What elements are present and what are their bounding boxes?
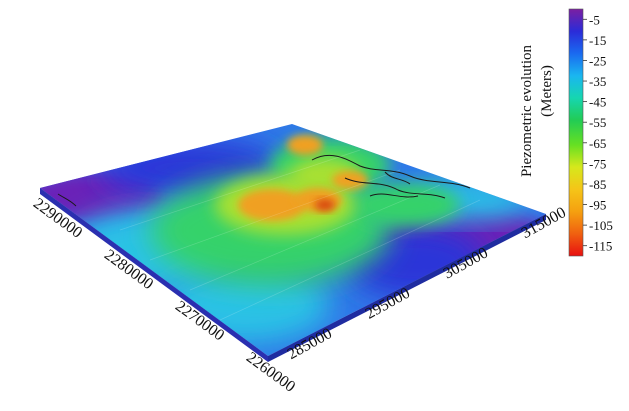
surface-edge-front [40, 188, 268, 362]
surface-zone-orange-north [287, 135, 323, 155]
colorbar-tick-label: -25 [589, 53, 606, 68]
colorbar-tick-label: -115 [589, 239, 612, 254]
colorbar-tick-label: -35 [589, 74, 606, 89]
surface-edge-right [268, 214, 546, 362]
colorbar-tick-label: -15 [589, 33, 606, 48]
colorbar-gradient [568, 8, 584, 257]
surface [40, 124, 546, 362]
colorbar-tick-label: -65 [589, 136, 606, 151]
surface-zone-red-core [315, 199, 335, 211]
colorbar-tick-label: -5 [589, 12, 600, 27]
colorbar-tick-label: -105 [589, 218, 613, 233]
colorbar-tick-label: -75 [589, 156, 606, 171]
colorbar-tick-label: -85 [589, 177, 606, 192]
colorbar-ticks: -5 -15 -25 -35 -45 -55 -65 -75 -85 -95 -105 -115 [583, 12, 613, 254]
colorbar-title-line2: (Meters) [539, 65, 555, 117]
colorbar: -5 -15 -25 -35 -45 -55 -65 -75 -85 -95 -105 -115 Pi… [519, 8, 613, 257]
surface-mesh [119, 149, 481, 321]
surface-zone-green-east [350, 183, 460, 227]
river-network [57, 154, 471, 207]
colorbar-tick-label: -55 [589, 115, 606, 130]
colorbar-title-line1: Piezometric evolution [519, 44, 535, 177]
colorbar-tick-label: -45 [589, 95, 606, 110]
colorbar-tick-label: -95 [589, 198, 606, 213]
surface-color-field [40, 135, 546, 343]
surface-zone-orange-1 [238, 189, 306, 221]
